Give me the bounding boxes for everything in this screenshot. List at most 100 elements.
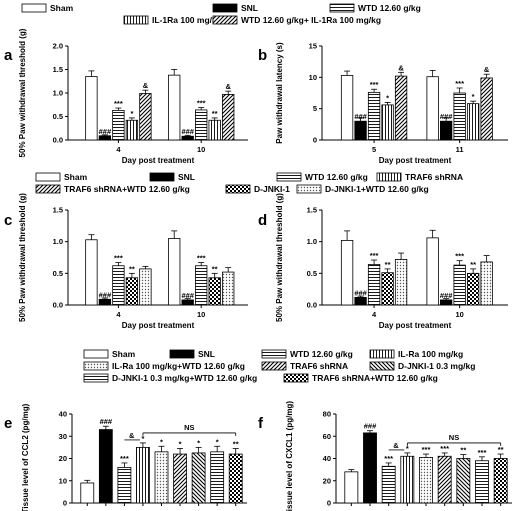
significance-mark: ### <box>354 112 367 121</box>
legend-item: IL-Ra 100 mg/kg <box>369 349 463 359</box>
significance-mark: & <box>225 82 231 91</box>
legend-label: WTD 12.60 g/kg+ IL-1Ra 100 mg/kg <box>241 15 381 25</box>
significance-mark: * <box>130 109 133 118</box>
y-tick-label: 40 <box>323 454 331 463</box>
bar <box>439 120 453 141</box>
bar <box>222 94 235 141</box>
y-tick-label: 1.5 <box>53 65 63 74</box>
y-tick-label: 20 <box>323 476 331 485</box>
x-tick-label: 4 <box>116 310 121 319</box>
bar <box>453 264 466 306</box>
bar <box>340 75 354 141</box>
significance-mark: ** <box>385 260 391 269</box>
bar <box>381 465 396 504</box>
y-tick-label: 1.0 <box>53 237 63 246</box>
legend-swatch <box>35 172 61 182</box>
y-axis-title: 50% Paw withdrawal threshold (g) <box>275 193 284 322</box>
bar <box>439 299 453 306</box>
bar <box>466 272 480 306</box>
legend-swatch <box>296 184 322 194</box>
x-tick-label: 4 <box>372 310 377 319</box>
y-tick-label: 0.5 <box>53 269 63 278</box>
bar <box>168 74 181 141</box>
bar <box>173 453 187 504</box>
significance-mark: *** <box>114 254 123 263</box>
y-axis-title: Tissue level of CXCL1 (pg/mg) <box>285 401 294 511</box>
bar <box>80 482 95 504</box>
legend-swatch <box>276 172 302 182</box>
y-tick-label: 2.0 <box>53 42 63 51</box>
significance-mark: & <box>398 63 404 72</box>
bar <box>344 471 359 504</box>
bar <box>136 446 150 504</box>
legend-label: TRAF6 shRNA+WTD 12.60 g/kg <box>312 373 438 383</box>
legend-label: TRAF6 shRNA <box>290 361 348 371</box>
bar <box>117 466 132 504</box>
legend-item: SNL <box>149 172 195 182</box>
significance-mark: * <box>472 92 475 101</box>
y-tick-label: 0 <box>313 136 317 145</box>
significance-mark: * <box>406 444 409 453</box>
ns-label: NS <box>184 423 194 432</box>
legend-item: IL-Ra 100 mg/kg+WTD 12.60 g/kg <box>83 361 245 371</box>
bar <box>208 277 221 306</box>
bar <box>222 271 235 306</box>
bar <box>354 120 367 141</box>
bar <box>181 299 194 306</box>
bar <box>195 265 208 306</box>
legend-label: Sham <box>50 3 74 13</box>
significance-mark: ### <box>181 291 194 300</box>
legend-label: Sham <box>112 349 136 359</box>
legend-label: IL-Ra 100 mg/kg <box>398 349 463 359</box>
y-tick-label: 30 <box>59 432 67 441</box>
y-tick-label: 0.0 <box>307 301 317 310</box>
y-tick-label: 10 <box>59 476 67 485</box>
legend-label: SNL <box>178 172 195 182</box>
legend-item: D-JNKI-1 0.3 mg/kg+WTD 12.60 g/kg <box>83 373 257 383</box>
y-tick-label: 10 <box>309 73 317 82</box>
bar <box>191 452 206 504</box>
legend-swatch <box>261 349 287 359</box>
bar <box>426 76 439 141</box>
bar <box>98 135 112 141</box>
bar <box>400 455 415 504</box>
bar <box>195 109 208 141</box>
legend-label: SNL <box>198 349 215 359</box>
bar <box>98 298 112 306</box>
legend-item: Sham <box>35 172 88 182</box>
significance-mark: ### <box>99 127 112 136</box>
bar <box>125 277 139 306</box>
significance-mark: ### <box>440 291 453 300</box>
bar <box>354 296 367 306</box>
legend-label: D-JNKI-1 0.3 mg/kg <box>398 361 475 371</box>
significance-mark: *** <box>370 251 379 260</box>
bar <box>112 109 125 141</box>
panel-e: e 0 10 20 30 40 Tissue level of CCL2 (pg/mg) ##… <box>4 403 247 511</box>
y-tick-label: 0.0 <box>53 136 63 145</box>
panel-letter: f <box>258 415 264 432</box>
x-tick-label: 10 <box>197 145 205 154</box>
bar <box>139 268 152 306</box>
legend-item: TRAF6 shRNA+WTD 12.60 g/kg <box>283 373 438 383</box>
bar <box>367 264 381 306</box>
panel-letter: d <box>258 212 267 229</box>
significance-mark: ### <box>99 290 112 299</box>
significance-mark: ### <box>354 288 367 297</box>
significance-mark: ** <box>460 446 466 455</box>
bar <box>456 458 471 504</box>
legend-swatch <box>149 172 175 182</box>
significance-mark: * <box>197 438 200 447</box>
significance-mark: & <box>484 65 490 74</box>
bar <box>419 456 433 504</box>
significance-mark: * <box>386 93 389 102</box>
legend-item: TRAF6 shRNA <box>261 361 348 371</box>
x-tick-label: 11 <box>456 145 464 154</box>
bar <box>394 258 408 306</box>
legend-item: WTD 12.60 g/kg <box>261 349 353 359</box>
bar <box>466 103 480 141</box>
legend-swatch <box>369 361 395 371</box>
significance-mark: ** <box>212 264 218 273</box>
panel-f: f 0 20 40 60 80 Tissue level of CXCL1 (pg/mg) #… <box>258 401 512 511</box>
bar <box>181 135 194 141</box>
legend-label: WTD 12.60 g/kg <box>305 172 368 182</box>
